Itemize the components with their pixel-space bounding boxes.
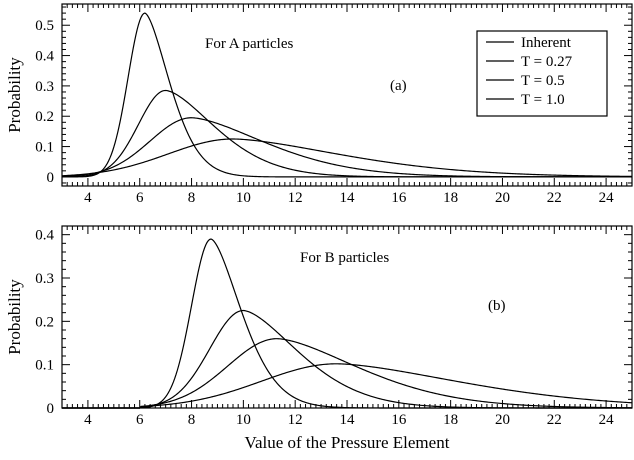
x-tick-label: 20 bbox=[495, 412, 510, 428]
legend-box bbox=[476, 30, 608, 117]
x-tick-label: 22 bbox=[547, 412, 562, 428]
y-tick-label: 0.2 bbox=[35, 314, 54, 330]
x-tick-label: 16 bbox=[391, 190, 407, 206]
x-tick-label: 14 bbox=[340, 412, 356, 428]
x-tick-label: 20 bbox=[495, 190, 510, 206]
legend-entry-label: T = 1.0 bbox=[521, 92, 565, 108]
x-tick-label: 12 bbox=[288, 412, 303, 428]
series-line-t-1-0 bbox=[61, 138, 633, 177]
series-line-t-0-5 bbox=[62, 338, 632, 409]
x-tick-label: 16 bbox=[391, 412, 407, 428]
x-tick-label: 4 bbox=[84, 412, 92, 428]
x-tick-label: 24 bbox=[599, 190, 615, 206]
x-tick-label: 24 bbox=[599, 412, 615, 428]
x-tick-label: 4 bbox=[84, 190, 92, 206]
panel-b: 4 6 8 10 12 14 16 18 20 22 24 0 0.1 0.2 0.3 0.4 Probabil… bbox=[5, 225, 633, 452]
legend-entry-label: T = 0.27 bbox=[521, 54, 573, 70]
x-tick-label: 18 bbox=[443, 412, 458, 428]
y-axis-title: Probability bbox=[5, 57, 24, 133]
x-axis-title: Value of the Pressure Element bbox=[245, 433, 450, 452]
y-tick-label: 0.2 bbox=[35, 109, 54, 125]
legend-entry-label: T = 0.5 bbox=[521, 73, 565, 89]
y-tick-label: 0 bbox=[47, 170, 55, 186]
y-tick-label: 0.3 bbox=[35, 271, 54, 287]
y-axis-title: Probability bbox=[5, 279, 24, 355]
x-tick-label: 18 bbox=[443, 190, 458, 206]
y-tick-label: 0.4 bbox=[35, 228, 54, 244]
y-tick-label: 0.1 bbox=[35, 140, 54, 156]
panel-label: (b) bbox=[488, 298, 506, 314]
x-tick-label: 12 bbox=[288, 190, 303, 206]
x-tick-label: 8 bbox=[188, 412, 196, 428]
panel-annotation: For A particles bbox=[205, 36, 293, 52]
x-tick-label: 14 bbox=[340, 190, 356, 206]
panel-label: (a) bbox=[390, 78, 407, 94]
y-tick-label: 0.3 bbox=[35, 79, 54, 95]
series-line-t-0-5 bbox=[61, 117, 632, 178]
y-tick-label: 0 bbox=[47, 401, 55, 417]
x-tick-label: 8 bbox=[188, 190, 196, 206]
x-tick-label: 10 bbox=[236, 190, 251, 206]
legend: Inherent T = 0.27 T = 0.5 T = 1.0 bbox=[476, 30, 608, 117]
y-tick-label: 0.1 bbox=[35, 358, 54, 374]
x-tick-label: 10 bbox=[236, 412, 251, 428]
x-tick-label: 6 bbox=[136, 190, 144, 206]
legend-entry-label: Inherent bbox=[521, 35, 572, 51]
panel-a: 4 6 8 10 12 14 16 18 20 22 24 0 0.1 0.2 0.3 0.4 0.5 Proba… bbox=[5, 3, 633, 206]
series-line-t-0-27 bbox=[62, 309, 632, 409]
y-tick-label: 0.4 bbox=[35, 49, 54, 65]
series-line-t-1-0 bbox=[62, 363, 633, 409]
y-tick-label: 0.5 bbox=[35, 18, 54, 34]
x-tick-label: 22 bbox=[547, 190, 562, 206]
panel-annotation: For B particles bbox=[300, 250, 389, 266]
x-tick-label: 6 bbox=[136, 412, 144, 428]
